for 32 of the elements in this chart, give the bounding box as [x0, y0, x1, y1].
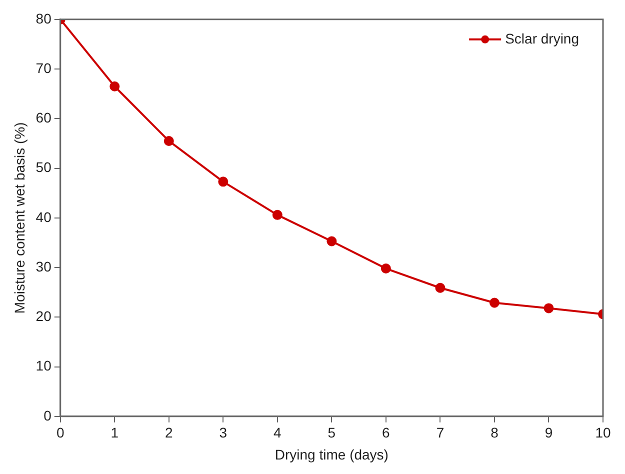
- y-tick-label: 30: [36, 258, 52, 274]
- x-tick-label: 10: [595, 424, 611, 441]
- point: [489, 298, 500, 308]
- point: [218, 176, 228, 187]
- x-tick-label: 7: [436, 424, 444, 441]
- point: [110, 81, 120, 92]
- x-axis-title: Drying time (days): [274, 446, 388, 462]
- x-tick-label: 0: [56, 424, 64, 441]
- x-tick-label: 9: [544, 424, 553, 441]
- point: [272, 210, 282, 220]
- y-tick-label: 70: [36, 60, 52, 76]
- point: [380, 264, 391, 274]
- point: [435, 282, 446, 293]
- point: [544, 303, 554, 314]
- x-tick-label: 1: [110, 424, 119, 441]
- point: [164, 136, 174, 146]
- y-tick-label: 40: [36, 208, 52, 225]
- y-tick-label: 50: [36, 159, 52, 176]
- y-tick-label: 20: [36, 308, 52, 324]
- x-tick-label: 4: [274, 424, 282, 441]
- x-tick-label: 2: [165, 424, 173, 441]
- legend-label: Sclar drying: [505, 30, 580, 46]
- point: [326, 236, 337, 246]
- x-tick-label: 3: [219, 424, 228, 441]
- y-axis-title: Moisture content wet basis (%): [11, 122, 28, 314]
- x-tick-label: 6: [382, 424, 390, 441]
- y-tick-label: 10: [36, 358, 52, 374]
- y-tick-label: 0: [44, 407, 52, 424]
- y-tick-label: 60: [36, 110, 52, 126]
- x-tick-label: 8: [490, 424, 499, 441]
- y-tick-label: 80: [36, 10, 52, 26]
- x-tick-label: 5: [328, 424, 336, 441]
